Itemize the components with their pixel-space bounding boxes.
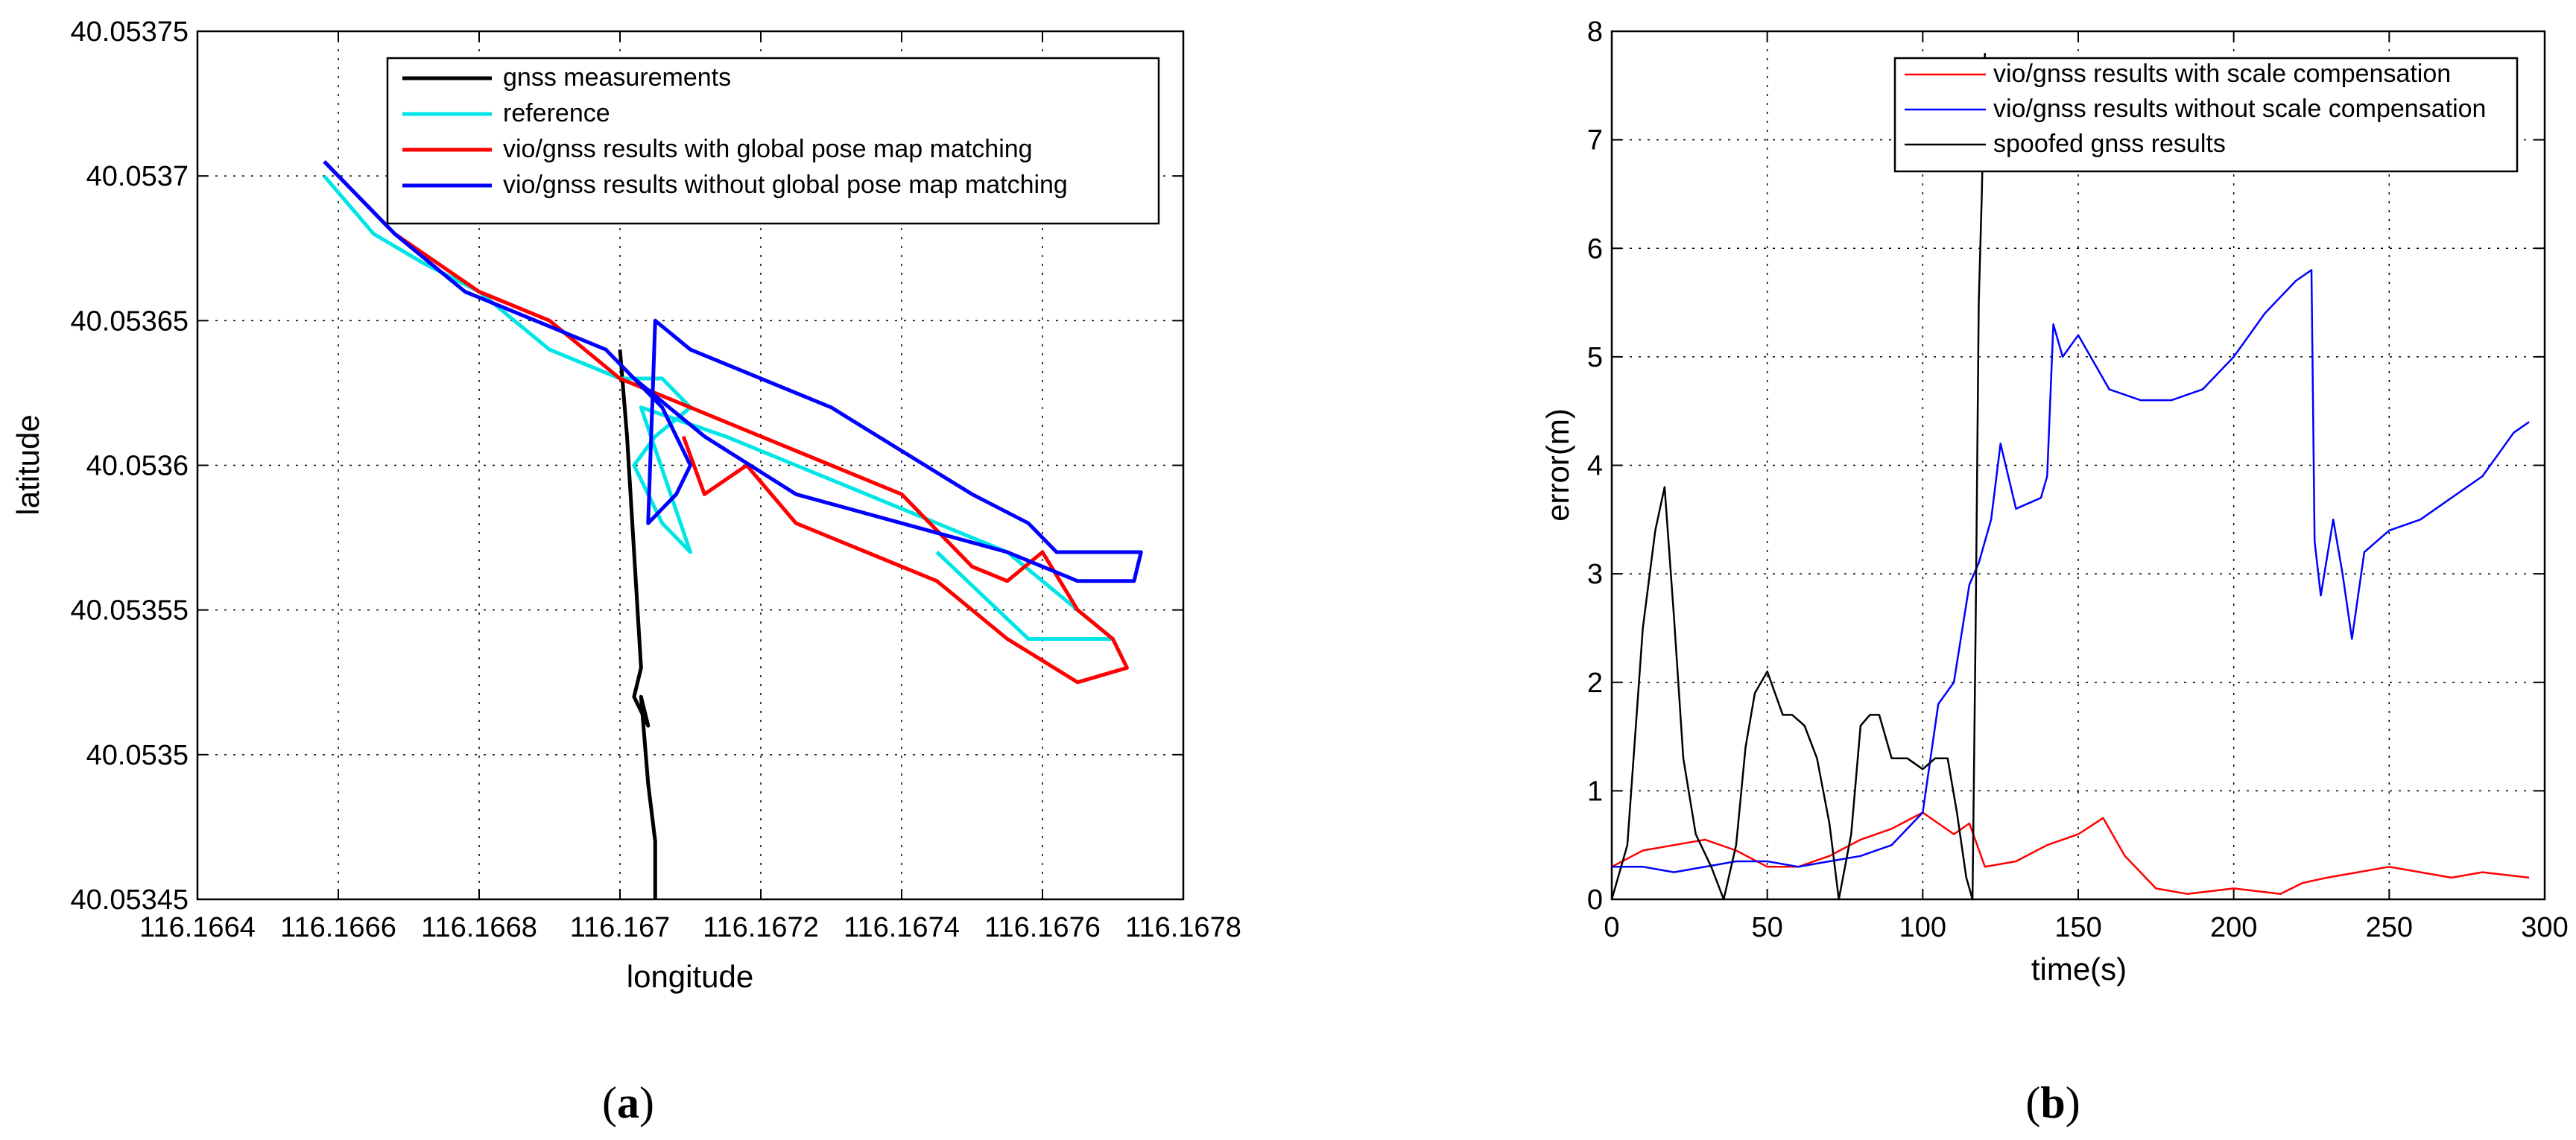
chart-b-x-tick-label-6: 300 <box>2521 912 2568 943</box>
chart-b-y-tick-label-4: 4 <box>1587 451 1603 482</box>
chart-a: 116.1664 116.1666 116.1668 116.167 116.1672 1… <box>10 16 1241 1127</box>
chart-a-x-label: longitude <box>627 959 753 994</box>
chart-a-series-0-line <box>618 349 657 899</box>
panel-label-b: (b) <box>2025 1078 2080 1127</box>
chart-a-legend-box <box>386 57 1160 225</box>
chart-a-x-tick-label-1: 116.1666 <box>280 912 396 943</box>
chart-b-y-tick-label-2: 2 <box>1587 668 1603 699</box>
chart-b-legend: vio/gnss results with scale compensation… <box>1893 57 2519 173</box>
chart-b-x-tick-label-5: 250 <box>2366 912 2413 943</box>
chart-b-legend-label-2: spoofed gnss results <box>1993 130 2226 158</box>
chart-b-x-tick-label-2: 100 <box>1899 912 1946 943</box>
chart-a-y-tick-label-6: 40.05375 <box>71 16 189 48</box>
chart-a-legend-label-3: vio/gnss results without global pose map… <box>503 171 1068 199</box>
chart-b-x-label: time(s) <box>2031 951 2127 987</box>
chart-b-x-tick-label-4: 200 <box>2210 912 2257 943</box>
chart-b-x-tick-label-0: 0 <box>1604 912 1619 943</box>
chart-b-legend-label-0: vio/gnss results with scale compensation <box>1993 60 2451 88</box>
chart-a-x-ticks: 116.1664 116.1666 116.1668 116.167 116.1672 1… <box>139 31 1241 943</box>
chart-a-y-tick-label-4: 40.05365 <box>71 305 189 337</box>
chart-a-series <box>323 159 1143 899</box>
chart-b-legend-box <box>1893 57 2519 173</box>
chart-b-x-ticks: 0 50 100 150 200 250 300 <box>1604 31 2569 943</box>
chart-b-y-tick-label-0: 0 <box>1587 884 1603 916</box>
chart-a-series-2-line <box>323 159 1129 685</box>
svg-text:(b): (b) <box>2025 1078 2080 1127</box>
chart-a-x-tick-label-6: 116.1676 <box>984 912 1101 943</box>
chart-b-series-0-line <box>1611 811 2530 895</box>
chart-b-legend-label-1: vio/gnss results without scale compensat… <box>1993 95 2486 123</box>
chart-a-y-tick-label-0: 40.05345 <box>71 884 189 916</box>
chart-a-y-ticks: 40.05345 40.0535 40.05355 40.0536 40.05365 40… <box>71 16 1183 916</box>
chart-b-series-2-line <box>1610 53 1987 901</box>
chart-b-y-tick-label-3: 3 <box>1587 559 1603 590</box>
panel-label-a-letter: a <box>617 1078 639 1127</box>
chart-a-y-tick-label-1: 40.0535 <box>86 740 189 771</box>
chart-b-y-label: error(m) <box>1540 408 1575 522</box>
chart-b-y-tick-label-1: 1 <box>1587 776 1603 807</box>
panel-label-a: (a) <box>602 1078 654 1127</box>
chart-a-series-1-line <box>323 174 1115 641</box>
chart-a-x-tick-label-4: 116.1672 <box>703 912 819 943</box>
chart-b-x-tick-label-3: 150 <box>2054 912 2101 943</box>
svg-text:(a): (a) <box>602 1078 654 1127</box>
chart-b: 0 50 100 150 200 250 300 0 1 2 3 4 5 6 7 8 time(s) err… <box>1540 16 2569 1127</box>
chart-a-legend-label-2: vio/gnss results with global pose map ma… <box>503 135 1033 163</box>
chart-a-y-tick-label-3: 40.0536 <box>86 451 189 482</box>
chart-a-x-tick-label-5: 116.1674 <box>844 912 960 943</box>
chart-b-y-ticks: 0 1 2 3 4 5 6 7 8 <box>1587 16 2545 916</box>
chart-a-y-tick-label-5: 40.0537 <box>86 161 189 192</box>
chart-a-legend: gnss measurements reference vio/gnss resul… <box>386 57 1160 225</box>
chart-b-series-1-line <box>1612 269 2530 873</box>
chart-a-legend-label-1: reference <box>503 99 610 127</box>
chart-b-y-tick-label-6: 6 <box>1587 233 1603 265</box>
chart-a-x-tick-label-7: 116.1678 <box>1125 912 1241 943</box>
chart-a-y-label: latitude <box>10 414 45 515</box>
chart-b-y-tick-label-7: 7 <box>1587 125 1603 156</box>
panel-label-b-letter: b <box>2040 1078 2065 1127</box>
chart-a-x-tick-label-2: 116.1668 <box>421 912 537 943</box>
chart-a-legend-label-0: gnss measurements <box>503 63 731 92</box>
chart-b-x-tick-label-1: 50 <box>1752 912 1783 943</box>
chart-a-x-tick-label-0: 116.1664 <box>139 912 256 943</box>
chart-b-y-tick-label-8: 8 <box>1587 16 1603 48</box>
chart-a-x-tick-label-3: 116.167 <box>570 912 671 943</box>
chart-b-y-tick-label-5: 5 <box>1587 342 1603 373</box>
chart-a-series-3-line <box>323 159 1143 583</box>
chart-b-series <box>1610 53 2530 901</box>
chart-a-y-tick-label-2: 40.05355 <box>71 595 189 627</box>
